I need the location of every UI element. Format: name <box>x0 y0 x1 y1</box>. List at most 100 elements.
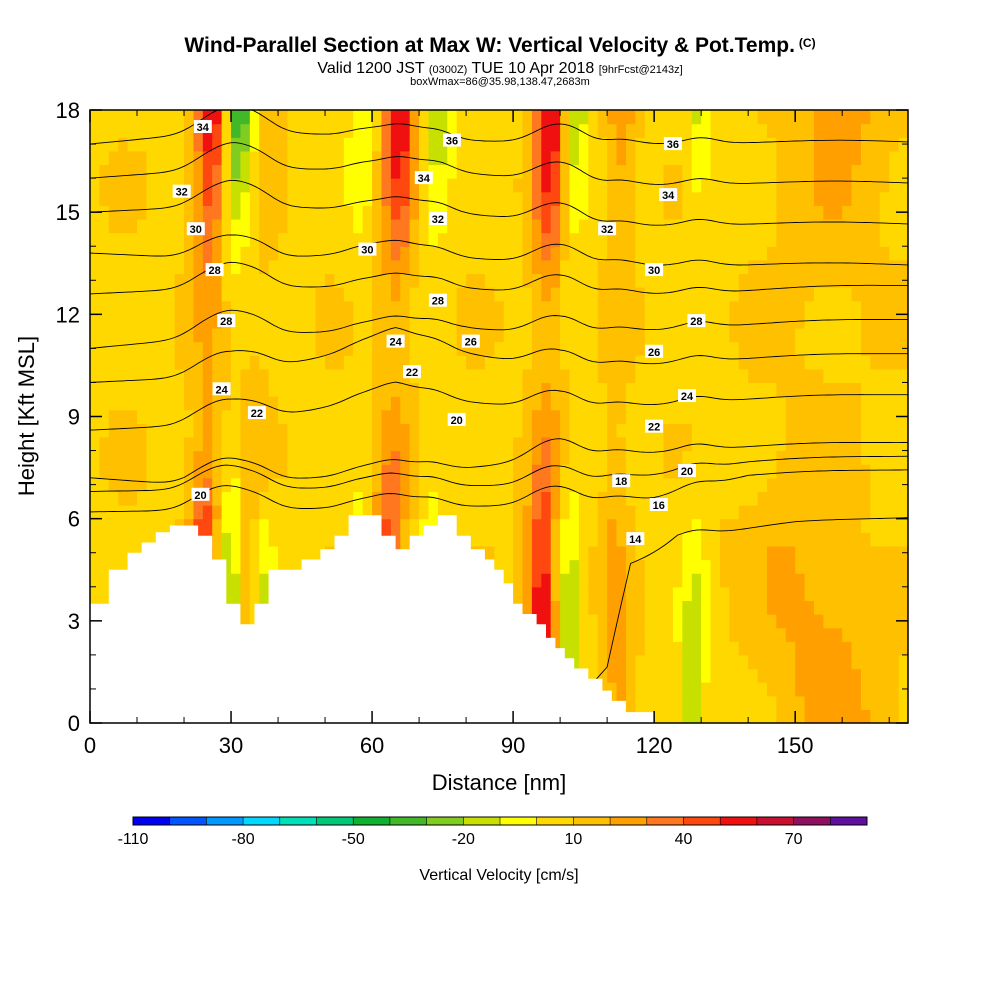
field-cell <box>851 573 862 588</box>
colorbar-tick-label: 70 <box>785 831 803 848</box>
field-cell <box>719 287 730 302</box>
field-cell <box>625 586 636 601</box>
field-cell <box>842 614 853 629</box>
field-cell <box>137 327 148 343</box>
field-cell <box>663 150 674 166</box>
field-cell <box>503 382 514 397</box>
field-cell <box>625 695 636 710</box>
field-cell <box>560 232 571 247</box>
field-cell <box>381 232 392 247</box>
field-cell <box>231 273 242 288</box>
contour-label: 24 <box>212 382 231 396</box>
field-cell <box>296 164 307 179</box>
field-cell <box>278 382 289 397</box>
theta-contour-22 <box>90 381 908 431</box>
field-cell <box>155 355 166 370</box>
field-cell <box>99 436 110 452</box>
field-cell <box>795 464 806 479</box>
field-cell <box>541 491 552 506</box>
field-cell <box>306 450 317 465</box>
field-cell <box>381 123 392 138</box>
field-cell <box>221 573 232 588</box>
field-cell <box>184 164 195 179</box>
field-cell <box>155 178 166 193</box>
field-cell <box>776 150 787 166</box>
field-cell <box>842 178 853 193</box>
field-cell <box>889 205 900 220</box>
field-cell <box>99 559 110 574</box>
field-cell <box>287 491 298 506</box>
field-cell <box>879 300 890 315</box>
field-cell <box>729 205 740 220</box>
field-cell <box>889 600 900 615</box>
field-cell <box>860 341 871 356</box>
field-cell <box>419 368 430 384</box>
field-cell <box>701 464 712 479</box>
field-cell <box>456 205 467 220</box>
field-cell <box>588 273 599 288</box>
field-cell <box>635 518 646 533</box>
field-cell <box>99 396 110 411</box>
field-cell <box>898 218 908 234</box>
field-cell <box>240 164 251 179</box>
field-cell <box>832 573 843 588</box>
field-cell <box>738 164 749 179</box>
field-cell <box>466 273 477 288</box>
field-cell <box>353 137 364 152</box>
field-cell <box>644 382 655 397</box>
field-cell <box>541 123 552 138</box>
field-cell <box>870 709 881 723</box>
field-cell <box>738 273 749 288</box>
field-cell <box>466 518 477 533</box>
field-cell <box>268 505 279 520</box>
field-cell <box>842 218 853 234</box>
field-cell <box>860 600 871 615</box>
field-cell <box>165 491 176 506</box>
field-cell <box>466 450 477 465</box>
field-cell <box>343 178 354 193</box>
field-cell <box>362 423 373 438</box>
field-cell <box>353 409 364 424</box>
field-cell <box>108 491 119 506</box>
field-cell <box>409 259 420 275</box>
field-cell <box>654 396 665 411</box>
field-cell <box>729 695 740 710</box>
field-cell <box>287 355 298 370</box>
field-cell <box>813 287 824 302</box>
field-cell <box>231 314 242 329</box>
field-cell <box>569 259 580 275</box>
field-cell <box>325 423 336 438</box>
field-cell <box>409 218 420 234</box>
field-cell <box>597 232 608 247</box>
field-cell <box>729 586 740 601</box>
field-cell <box>607 423 618 438</box>
field-cell <box>625 178 636 193</box>
field-cell <box>409 300 420 315</box>
field-cell <box>785 409 796 424</box>
field-cell <box>823 232 834 247</box>
field-cell <box>832 436 843 452</box>
field-cell <box>654 300 665 315</box>
field-cell <box>635 259 646 275</box>
field-cell <box>879 314 890 329</box>
field-cell <box>419 382 430 397</box>
field-cell <box>766 382 777 397</box>
field-cell <box>644 273 655 288</box>
field-cell <box>127 164 138 179</box>
field-cell <box>400 218 411 234</box>
field-cell <box>776 355 787 370</box>
field-cell <box>588 205 599 220</box>
field-cell <box>362 327 373 343</box>
field-cell <box>813 382 824 397</box>
field-cell <box>851 355 862 370</box>
field-cell <box>729 300 740 315</box>
field-cell <box>785 341 796 356</box>
field-cell <box>428 368 439 384</box>
field-cell <box>898 368 908 384</box>
field-cell <box>541 314 552 329</box>
field-cell <box>701 491 712 506</box>
field-cell <box>813 573 824 588</box>
field-cell <box>578 600 589 615</box>
field-cell <box>607 600 618 615</box>
field-cell <box>635 477 646 493</box>
